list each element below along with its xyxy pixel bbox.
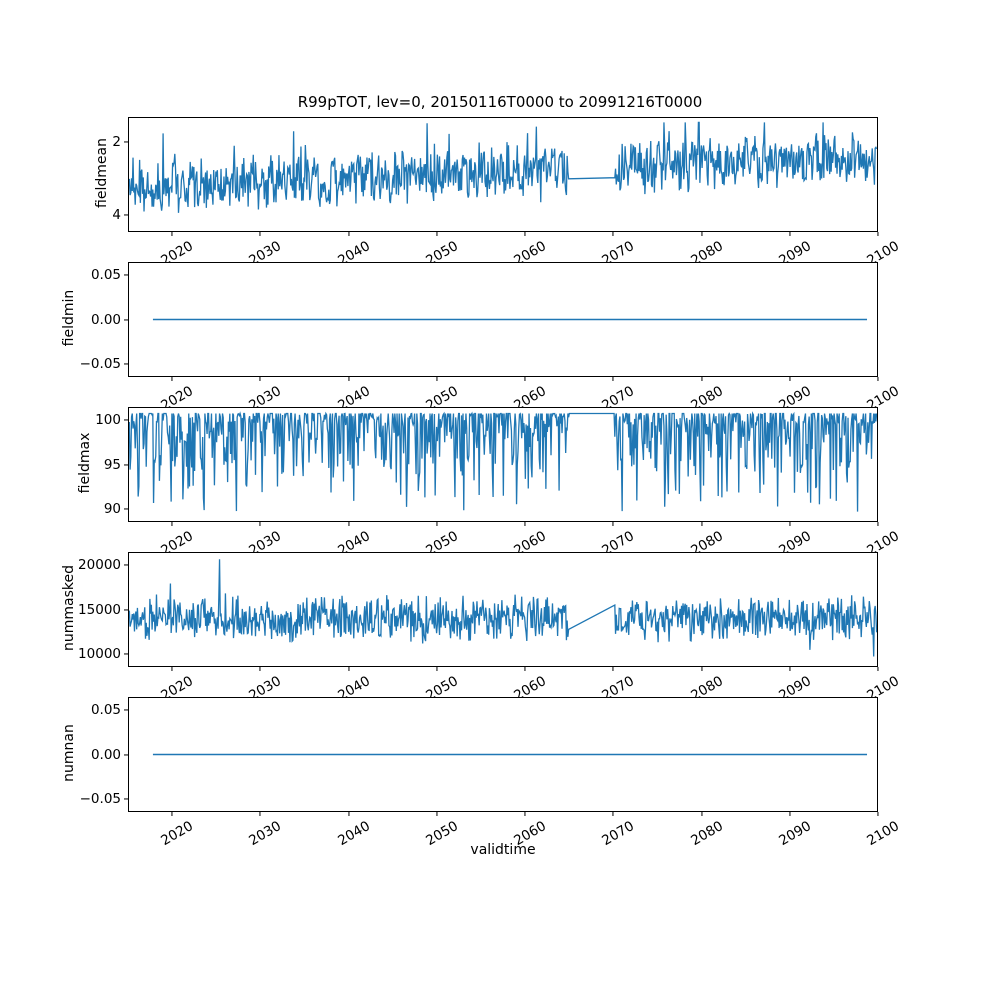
ytick-mark: [124, 141, 128, 143]
ytick-mark: [124, 274, 128, 276]
xtick-mark: [348, 232, 350, 236]
ytick-mark: [124, 753, 128, 756]
ytick-mark: [124, 653, 128, 655]
xtick-mark: [789, 812, 791, 816]
plot-line-fieldmean: [129, 118, 877, 231]
xtick-mark: [524, 232, 526, 236]
xtick-mark: [259, 667, 261, 671]
xtick-mark: [171, 812, 173, 816]
xtick-mark: [171, 522, 173, 526]
xtick-mark: [171, 667, 173, 671]
xtick-mark: [789, 522, 791, 526]
ylabel-nummasked: nummasked: [61, 564, 77, 651]
xtick-mark: [259, 812, 261, 816]
ytick-label-numnan: 0.05: [90, 702, 121, 719]
ytick-mark: [124, 709, 128, 711]
xtick-mark: [612, 232, 614, 236]
xtick-mark: [436, 667, 438, 671]
xtick-mark: [789, 377, 791, 381]
ytick-label-fieldmin: 0.05: [90, 267, 121, 284]
ytick-mark: [124, 363, 128, 365]
xtick-mark: [259, 232, 261, 236]
ytick-label-nummasked: 20000: [78, 557, 121, 574]
subplot-fieldmean: fieldmean 2 4 2020 2030 2040 2050 2060 2070 2080…: [94, 117, 902, 269]
ylabel-fieldmean: fieldmean: [93, 137, 110, 208]
subplot-numnan: numnan 0.05 0.00 −0.05 2020 2030 2040 2050 2060…: [61, 697, 902, 849]
ytick-mark: [124, 214, 128, 216]
plot-line-fieldmax: [129, 408, 877, 521]
ytick-mark: [124, 608, 128, 611]
xtick-mark: [348, 522, 350, 526]
xtick-mark: [348, 667, 350, 671]
plot-line-nummasked: [129, 553, 877, 666]
ytick-mark: [124, 419, 128, 421]
xtick-mark: [700, 377, 703, 381]
ytick-mark: [124, 463, 128, 466]
xtick-mark: [348, 812, 350, 816]
xaxis-label: validtime: [470, 842, 536, 858]
xtick-mark: [259, 377, 261, 381]
xtick-mark: [612, 522, 614, 526]
ylabel-fieldmin: fieldmin: [61, 289, 77, 346]
xtick-mark: [436, 522, 438, 526]
ytick-label-fieldmax: 90: [103, 500, 121, 517]
figure-title: R99pTOT, lev=0, 20150116T0000 to 2099121…: [297, 93, 703, 111]
xtick-mark: [877, 232, 879, 236]
ytick-mark: [124, 564, 128, 566]
xtick-mark: [524, 667, 526, 671]
xtick-mark: [524, 377, 526, 381]
xtick-mark: [348, 377, 350, 381]
ytick-label-fieldmax: 95: [103, 456, 121, 473]
xtick-mark: [171, 232, 173, 236]
xtick-mark: [877, 667, 879, 671]
plot-line-fieldmin: [129, 263, 877, 376]
xtick-mark: [436, 232, 438, 236]
xtick-mark: [436, 377, 438, 381]
subplot-nummasked: nummasked 20000 15000 10000 2020 2030 2040 205…: [61, 552, 902, 704]
xtick-mark: [171, 377, 173, 381]
xtick-mark: [700, 667, 703, 671]
xtick-mark: [612, 667, 614, 671]
ytick-label-nummasked: 15000: [78, 601, 121, 618]
plot-line-numnan: [129, 698, 877, 811]
ytick-label-nummasked: 10000: [78, 645, 121, 662]
ytick-label-numnan: 0.00: [90, 746, 121, 763]
subplot-fieldmax: fieldmax 100 95 90 2020 2030 2040 2050 2060 2070…: [77, 407, 902, 559]
xtick-mark: [524, 522, 526, 526]
ytick-mark: [124, 798, 128, 800]
ylabel-fieldmax: fieldmax: [77, 432, 94, 493]
xtick-mark: [789, 667, 791, 671]
axes-numnan: [128, 697, 878, 812]
ytick-label-fieldmin: −0.05: [79, 355, 121, 372]
axes-nummasked: [128, 552, 878, 667]
subplot-fieldmin: fieldmin 0.05 0.00 −0.05 2020 2030 2040 2050 20…: [61, 262, 902, 414]
xtick-mark: [612, 812, 614, 816]
xtick-mark: [700, 812, 703, 816]
ytick-label-fieldmax: 100: [95, 412, 121, 429]
ytick-mark: [124, 508, 128, 510]
xtick-mark: [877, 377, 879, 381]
xtick-mark: [259, 522, 261, 526]
ytick-label-numnan: −0.05: [79, 790, 121, 807]
xtick-mark: [877, 812, 879, 816]
ytick-label-fieldmean: 4: [112, 207, 121, 224]
ytick-label-fieldmin: 0.00: [90, 311, 121, 328]
xtick-mark: [612, 377, 614, 381]
xtick-mark: [789, 232, 791, 236]
ylabel-numnan: numnan: [61, 723, 77, 782]
xtick-mark: [700, 522, 703, 526]
xtick-mark: [877, 522, 879, 526]
xtick-mark: [524, 812, 526, 816]
ytick-mark: [124, 318, 128, 321]
xtick-mark: [700, 232, 703, 236]
axes-fieldmax: [128, 407, 878, 522]
axes-fieldmin: [128, 262, 878, 377]
ytick-label-fieldmean: 2: [112, 133, 121, 150]
axes-fieldmean: [128, 117, 878, 232]
xtick-mark: [436, 812, 438, 816]
